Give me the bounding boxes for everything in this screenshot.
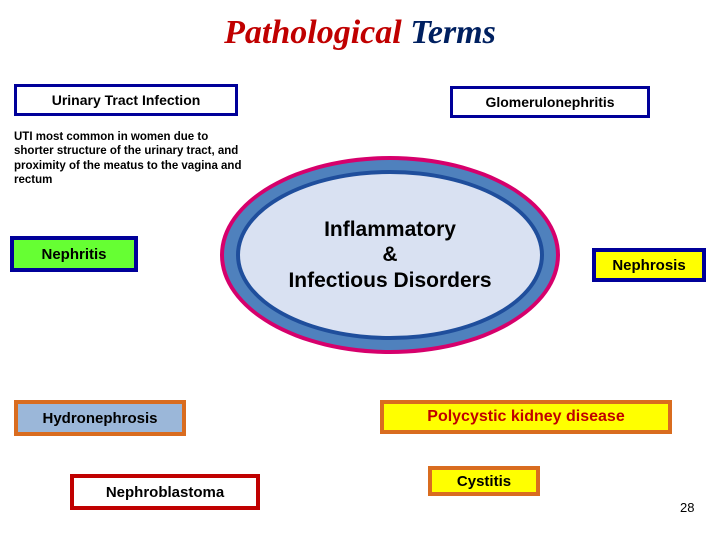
box-cystitis-label: Cystitis [457,473,511,490]
box-cystitis: Cystitis [428,466,540,496]
box-nephrosis: Nephrosis [592,248,706,282]
ellipse-line-2: & [382,243,397,266]
box-polycystic: Polycystic kidney disease [380,400,672,434]
uti-note: UTI most common in women due to shorter … [14,130,244,188]
box-nephritis: Nephritis [10,236,138,272]
box-nephrobl-label: Nephroblastoma [106,484,224,501]
page-title: Pathological Terms [224,14,496,52]
box-uti: Urinary Tract Infection [14,84,238,116]
box-polycystic-label: Polycystic kidney disease [427,408,624,426]
title-word-1: Pathological [224,14,402,51]
box-nephroblastoma: Nephroblastoma [70,474,260,510]
ellipse-center-text: Inflammatory & Infectious Disorders [236,217,544,293]
box-hydro-label: Hydronephrosis [42,410,157,427]
box-nephritis-label: Nephritis [41,246,106,263]
box-glomerulonephritis: Glomerulonephritis [450,86,650,118]
box-nephrosis-label: Nephrosis [612,257,685,274]
box-glom-label: Glomerulonephritis [485,94,614,110]
box-hydronephrosis: Hydronephrosis [14,400,186,436]
ellipse-line-3: Infectious Disorders [288,269,491,292]
page-number: 28 [680,500,694,515]
title-word-2: Terms [410,14,496,51]
ellipse-line-1: Inflammatory [324,218,456,241]
box-uti-label: Urinary Tract Infection [52,92,201,108]
